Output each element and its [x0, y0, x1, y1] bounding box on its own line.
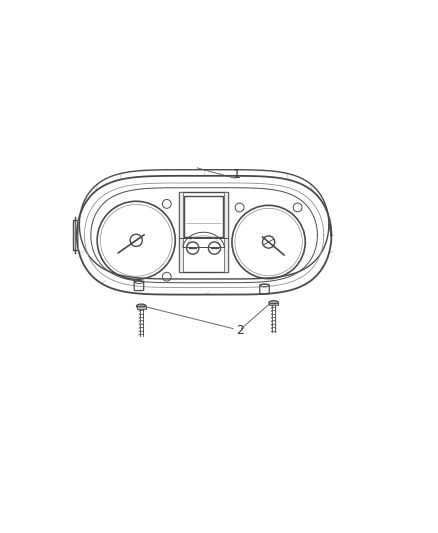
- Bar: [179, 192, 228, 272]
- Bar: [224, 192, 228, 272]
- Bar: [179, 192, 184, 272]
- Ellipse shape: [137, 304, 146, 308]
- Bar: [184, 196, 223, 237]
- Bar: [137, 306, 146, 309]
- Ellipse shape: [269, 301, 279, 305]
- Text: 2: 2: [236, 324, 244, 337]
- Text: 1: 1: [233, 167, 240, 181]
- Bar: [269, 303, 279, 305]
